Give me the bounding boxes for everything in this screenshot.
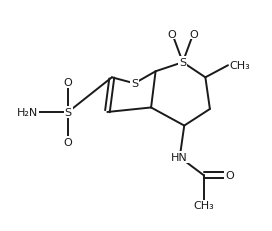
Text: O: O bbox=[64, 77, 73, 88]
Text: CH₃: CH₃ bbox=[193, 201, 214, 211]
Text: S: S bbox=[131, 79, 138, 89]
Text: O: O bbox=[189, 29, 198, 40]
Text: S: S bbox=[64, 107, 72, 118]
Text: O: O bbox=[168, 29, 177, 40]
Text: O: O bbox=[225, 170, 234, 181]
Text: O: O bbox=[64, 137, 73, 148]
Text: HN: HN bbox=[171, 152, 188, 163]
Text: H₂N: H₂N bbox=[17, 107, 38, 118]
Text: CH₃: CH₃ bbox=[230, 61, 250, 71]
Text: S: S bbox=[179, 58, 186, 68]
